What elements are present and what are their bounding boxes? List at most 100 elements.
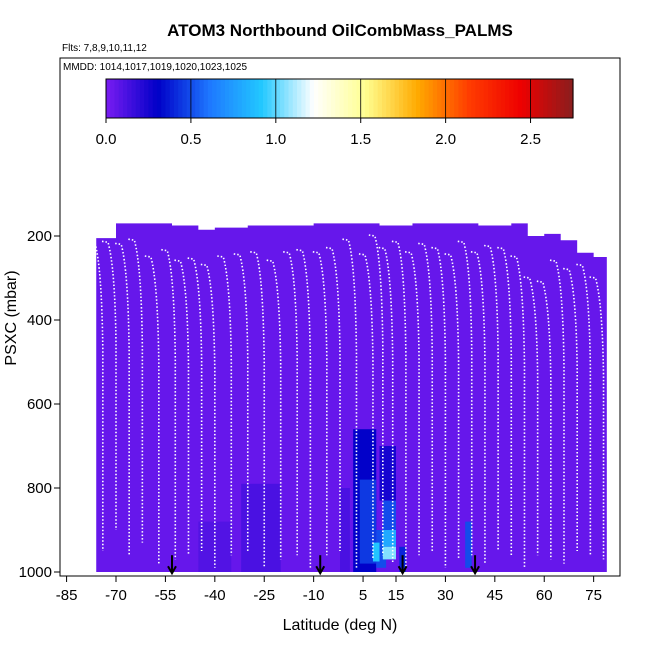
x-tick-label-6: 5 xyxy=(359,587,367,604)
colorbar-segment-72 xyxy=(411,79,417,118)
colorbar-segment-46 xyxy=(301,79,307,118)
flight-profile-21 xyxy=(391,240,407,568)
colorbar-segment-83 xyxy=(458,79,464,118)
colorbar-segment-27 xyxy=(220,79,226,118)
colorbar: 0.0 0.5 1.0 1.5 2.0 2.5 xyxy=(96,78,574,148)
colorbar-segment-58 xyxy=(352,79,358,118)
flight-profile-32 xyxy=(536,280,552,560)
colorbar-segment-9 xyxy=(144,79,150,118)
colorbar-tick-label-5: 2.5 xyxy=(520,131,541,148)
colorbar-segment-73 xyxy=(415,79,421,118)
flight-profile-11 xyxy=(250,251,266,568)
colorbar-segment-30 xyxy=(233,79,239,118)
colorbar-segment-47 xyxy=(305,79,311,118)
axes: -85 -70 -55 -40 -25 -10 5 15 30 45 60 75 200 400 600 80… xyxy=(19,228,602,604)
x-tick-label-8: 30 xyxy=(437,587,454,604)
colorbar-segment-95 xyxy=(509,79,515,118)
colorbar-tick-label-0: 0.0 xyxy=(96,131,117,148)
field-cell-9 xyxy=(372,542,380,562)
colorbar-segment-12 xyxy=(156,79,162,118)
colorbar-segment-2 xyxy=(114,79,120,118)
x-tick-label-0: -85 xyxy=(56,587,78,604)
colorbar-segment-37 xyxy=(263,79,268,118)
colorbar-tick-label-3: 1.5 xyxy=(350,131,371,148)
colorbar-segment-17 xyxy=(178,79,184,118)
colorbar-segment-43 xyxy=(288,79,294,118)
colorbar-segment-93 xyxy=(500,79,506,118)
colorbar-segment-24 xyxy=(207,79,213,118)
colorbar-segment-62 xyxy=(369,79,375,118)
x-tick-label-2: -55 xyxy=(155,587,177,604)
colorbar-tick-label-1: 0.5 xyxy=(180,131,201,148)
colorbar-segment-65 xyxy=(381,79,387,118)
colorbar-segment-89 xyxy=(483,79,489,118)
colorbar-segment-55 xyxy=(339,79,345,118)
x-tick-label-9: 45 xyxy=(486,587,503,604)
colorbar-segment-20 xyxy=(190,79,196,118)
colorbar-segment-70 xyxy=(403,79,409,118)
dates-label: MMDD: 1014,1017,1019,1020,1023,1025 xyxy=(63,62,247,73)
colorbar-segment-42 xyxy=(284,79,290,118)
flight-profile-2 xyxy=(115,242,130,556)
colorbar-segment-50 xyxy=(318,79,324,118)
field-cell-6 xyxy=(382,500,396,530)
colorbar-segment-5 xyxy=(127,79,133,118)
colorbar-segment-94 xyxy=(505,79,510,118)
colorbar-segment-103 xyxy=(543,79,549,118)
colorbar-segment-51 xyxy=(322,79,328,118)
colorbar-segment-87 xyxy=(475,79,481,118)
colorbar-segment-76 xyxy=(428,79,434,118)
flight-profile-25 xyxy=(444,253,460,560)
marker-arrow-1 xyxy=(315,555,326,576)
colorbar-segment-41 xyxy=(280,79,285,118)
colorbar-segment-92 xyxy=(496,79,502,118)
flights-label: Flts: 7,8,9,10,11,12 xyxy=(62,43,147,54)
colorbar-segment-109 xyxy=(568,79,574,118)
x-tick-label-3: -40 xyxy=(204,587,226,604)
y-tick-label-4: 1000 xyxy=(19,564,52,581)
field-cell-12 xyxy=(340,488,350,572)
flight-profile-33 xyxy=(549,259,565,564)
plot-area xyxy=(88,223,607,576)
field-cell-3 xyxy=(359,479,377,564)
colorbar-segment-35 xyxy=(254,79,260,118)
flight-profile-17 xyxy=(342,238,358,568)
colorbar-segment-107 xyxy=(560,79,566,118)
colorbar-segment-104 xyxy=(547,79,553,118)
colorbar-segment-74 xyxy=(420,79,426,118)
colorbar-segment-67 xyxy=(390,79,396,118)
chart-title: ATOM3 Northbound OilCombMass_PALMS xyxy=(167,21,513,40)
field-cell-7 xyxy=(382,530,396,547)
colorbar-tick-label-4: 2.0 xyxy=(435,131,456,148)
colorbar-segment-33 xyxy=(246,79,251,118)
flight-profile-34 xyxy=(563,267,578,551)
colorbar-segment-69 xyxy=(398,79,404,118)
colorbar-segment-4 xyxy=(122,79,128,118)
colorbar-segment-52 xyxy=(326,79,332,118)
y-tick-label-3: 800 xyxy=(27,480,52,497)
colorbar-segment-6 xyxy=(131,79,137,118)
marker-arrow-0 xyxy=(167,555,177,576)
colorbar-segment-0 xyxy=(106,79,111,118)
flight-profile-13 xyxy=(283,251,298,556)
colorbar-segment-14 xyxy=(165,79,171,118)
flight-profile-36 xyxy=(589,276,605,560)
colorbar-segment-25 xyxy=(212,79,217,118)
colorbar-segment-60 xyxy=(360,79,366,118)
colorbar-segment-79 xyxy=(441,79,447,118)
colorbar-segment-22 xyxy=(199,79,205,118)
colorbar-segment-38 xyxy=(267,79,273,118)
colorbar-segment-13 xyxy=(161,79,167,118)
colorbar-segment-40 xyxy=(275,79,281,118)
colorbar-segment-16 xyxy=(173,79,179,118)
colorbar-segment-97 xyxy=(517,79,523,118)
colorbar-tick-label-2: 1.0 xyxy=(265,131,286,148)
field-cell-4 xyxy=(376,530,387,568)
colorbar-segment-19 xyxy=(186,79,192,118)
flight-profile-18 xyxy=(358,253,374,560)
colorbar-segment-26 xyxy=(216,79,222,118)
colorbar-segment-36 xyxy=(258,79,264,118)
colorbar-segment-63 xyxy=(373,79,379,118)
x-axis-label: Latitude (deg N) xyxy=(283,617,398,634)
flight-profile-28 xyxy=(483,244,499,551)
